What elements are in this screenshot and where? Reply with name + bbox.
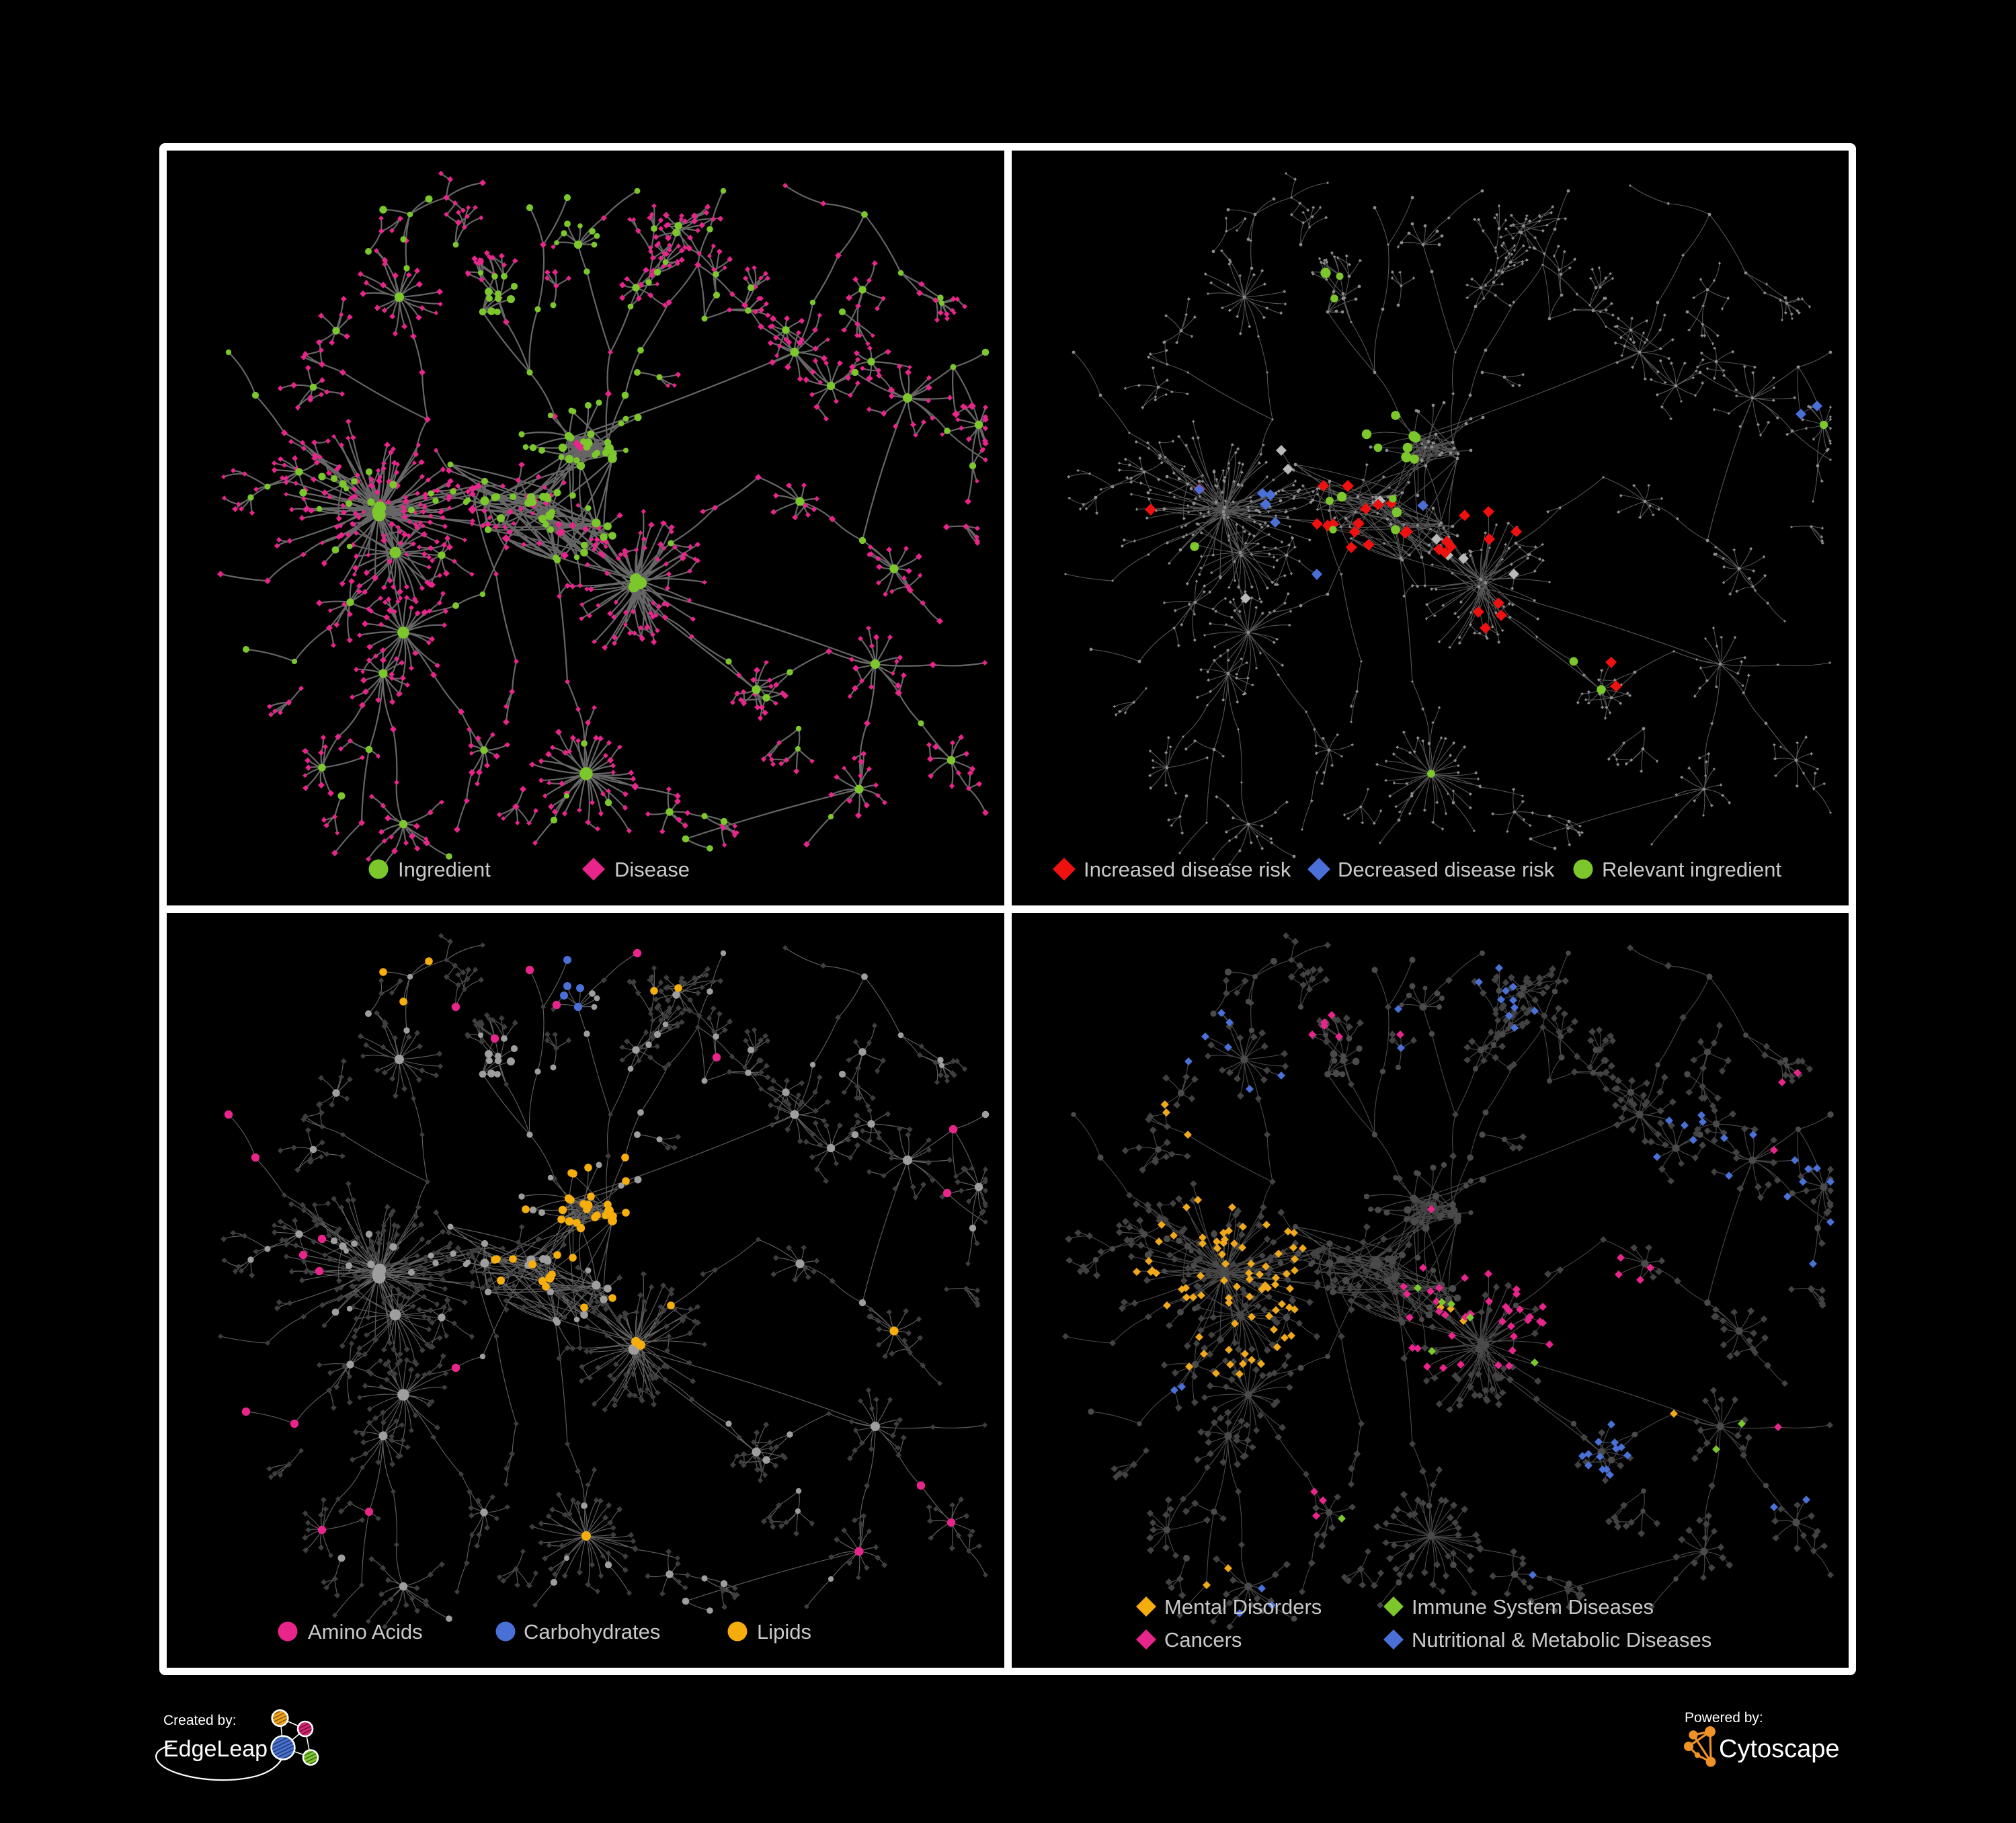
svg-text:Ingredient: Ingredient — [398, 858, 491, 881]
svg-text:Amino Acids: Amino Acids — [308, 1620, 423, 1644]
svg-text:Immune System Diseases: Immune System Diseases — [1412, 1595, 1654, 1619]
svg-text:Cancers: Cancers — [1164, 1628, 1242, 1652]
svg-text:Created by:: Created by: — [163, 1713, 237, 1728]
svg-text:Powered by:: Powered by: — [1685, 1710, 1763, 1726]
svg-text:Lipids: Lipids — [757, 1620, 811, 1644]
svg-text:Relevant ingredient: Relevant ingredient — [1602, 858, 1782, 881]
svg-text:EdgeLeap: EdgeLeap — [163, 1736, 268, 1762]
svg-text:Cytoscape: Cytoscape — [1719, 1735, 1840, 1763]
svg-text:Decreased disease risk: Decreased disease risk — [1338, 858, 1555, 881]
svg-text:Carbohydrates: Carbohydrates — [524, 1620, 660, 1644]
svg-text:Disease: Disease — [614, 858, 690, 881]
svg-text:Nutritional & Metabolic Diseas: Nutritional & Metabolic Diseases — [1412, 1628, 1711, 1652]
svg-text:Increased disease risk: Increased disease risk — [1084, 858, 1291, 881]
svg-text:Mental Disorders: Mental Disorders — [1164, 1595, 1322, 1619]
